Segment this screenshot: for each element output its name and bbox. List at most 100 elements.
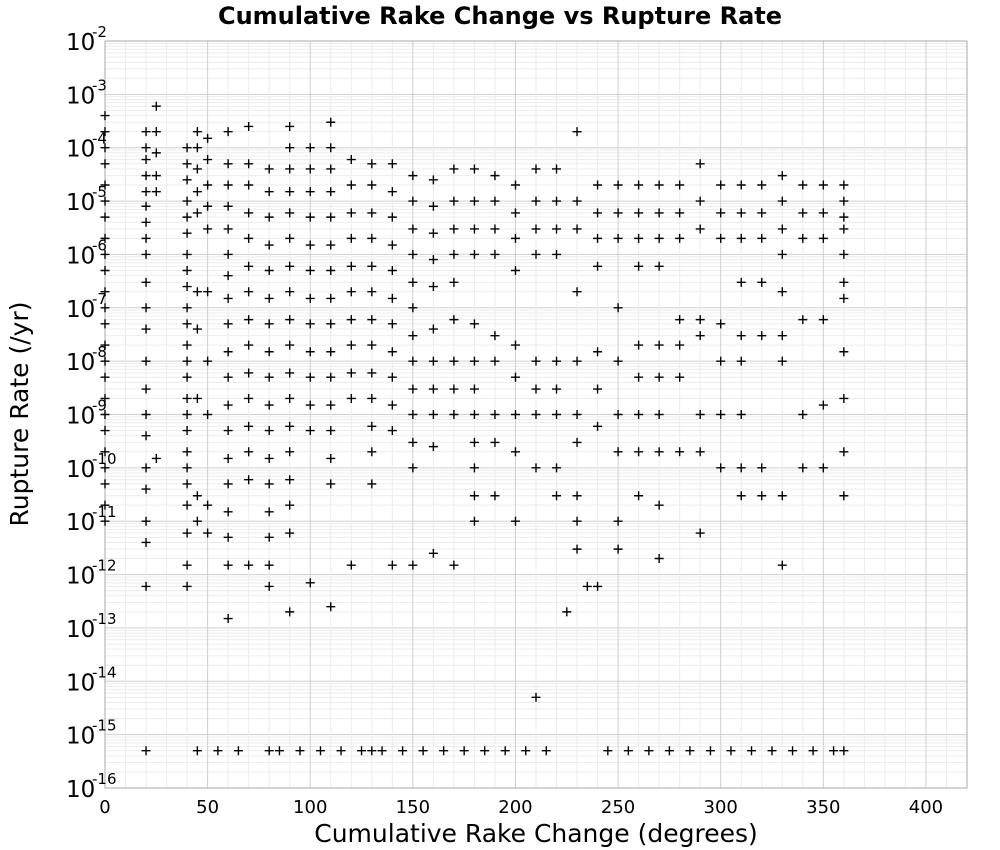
data-point xyxy=(675,447,685,457)
y-axis-label: Rupture Rate (/yr) xyxy=(5,302,34,527)
data-point xyxy=(654,500,664,510)
data-point xyxy=(613,208,623,218)
data-point xyxy=(223,453,233,463)
data-point xyxy=(469,516,479,526)
data-point xyxy=(244,475,254,485)
data-point xyxy=(839,293,849,303)
data-point xyxy=(285,261,295,271)
data-point xyxy=(798,180,808,190)
data-point xyxy=(192,324,202,334)
y-tick-exponent: -12 xyxy=(92,557,117,575)
data-point xyxy=(326,426,336,436)
data-point xyxy=(223,426,233,436)
data-point xyxy=(357,746,367,756)
data-point xyxy=(182,372,192,382)
data-point xyxy=(531,249,541,259)
data-point xyxy=(469,384,479,394)
data-point xyxy=(552,410,562,419)
data-point xyxy=(552,249,562,259)
data-point xyxy=(100,447,110,457)
data-point xyxy=(367,233,377,243)
data-point xyxy=(141,463,151,473)
data-point xyxy=(141,484,151,494)
y-tick-exponent: -5 xyxy=(92,183,107,201)
data-point xyxy=(387,293,397,303)
data-point xyxy=(223,159,233,169)
data-point xyxy=(233,746,243,756)
data-point xyxy=(285,475,295,485)
data-point xyxy=(100,143,110,153)
data-point xyxy=(428,201,438,211)
data-point xyxy=(100,249,110,259)
data-point xyxy=(428,228,438,238)
data-point xyxy=(757,233,767,243)
data-point xyxy=(469,196,479,206)
data-point xyxy=(326,187,336,197)
data-point xyxy=(654,554,664,564)
data-point xyxy=(203,133,213,143)
data-point xyxy=(192,516,202,526)
data-point xyxy=(305,293,315,303)
y-tick-label: 10 xyxy=(66,243,95,269)
data-point xyxy=(839,180,849,190)
data-point xyxy=(387,319,397,329)
data-point xyxy=(510,372,520,382)
data-point xyxy=(439,746,449,756)
data-point xyxy=(203,155,213,165)
x-tick-label: 250 xyxy=(601,797,635,818)
data-point xyxy=(264,164,274,174)
y-tick-label: 10 xyxy=(66,297,95,323)
data-point xyxy=(449,315,459,325)
data-point xyxy=(818,208,828,218)
data-point xyxy=(531,224,541,234)
data-point xyxy=(305,426,315,436)
data-point xyxy=(510,208,520,218)
data-point xyxy=(469,463,479,473)
data-point xyxy=(408,560,418,570)
data-point xyxy=(531,463,541,473)
data-point xyxy=(367,421,377,431)
data-point xyxy=(552,164,562,174)
data-point xyxy=(490,224,500,234)
data-point xyxy=(264,532,274,542)
y-tick-label: 10 xyxy=(66,457,95,483)
data-point xyxy=(644,746,654,756)
data-point xyxy=(203,180,213,190)
data-point xyxy=(367,180,377,190)
data-point xyxy=(223,347,233,357)
data-point xyxy=(264,187,274,197)
data-point xyxy=(285,143,295,153)
data-point xyxy=(100,319,110,329)
data-point xyxy=(367,746,377,756)
data-point xyxy=(223,532,233,542)
data-point xyxy=(572,491,582,501)
data-point xyxy=(264,293,274,303)
data-point xyxy=(285,315,295,325)
data-point xyxy=(182,143,192,153)
data-point xyxy=(428,548,438,558)
data-point xyxy=(182,282,192,292)
data-point xyxy=(839,347,849,357)
data-point xyxy=(141,746,151,756)
y-tick-exponent: -13 xyxy=(92,610,117,628)
data-point xyxy=(634,208,644,218)
data-point xyxy=(182,463,192,473)
data-point xyxy=(675,180,685,190)
data-point xyxy=(449,410,459,419)
data-point xyxy=(798,315,808,325)
data-point xyxy=(346,180,356,190)
data-point xyxy=(777,356,787,366)
data-point xyxy=(192,287,202,297)
data-point xyxy=(223,224,233,234)
data-point xyxy=(151,453,161,463)
data-point xyxy=(788,746,798,756)
data-point xyxy=(346,368,356,378)
data-point xyxy=(469,410,479,419)
data-points xyxy=(100,101,849,756)
data-point xyxy=(182,265,192,275)
data-point xyxy=(469,356,479,366)
data-point xyxy=(726,746,736,756)
data-point xyxy=(244,233,254,243)
data-point xyxy=(510,410,520,419)
